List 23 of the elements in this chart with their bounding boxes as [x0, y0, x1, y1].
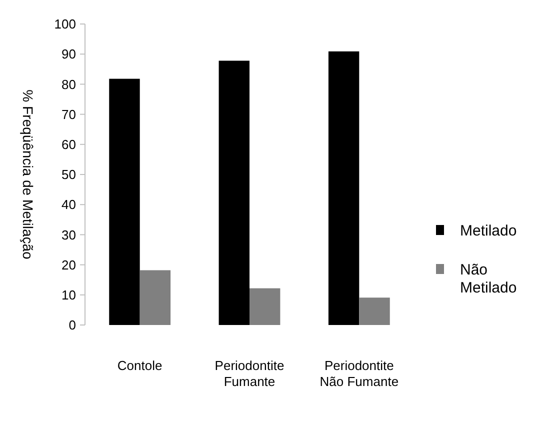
- y-tick-label: 40: [62, 197, 76, 212]
- legend-label: Não Metilado: [460, 261, 517, 296]
- bar: [218, 60, 250, 325]
- x-tick-label: Contole: [117, 358, 162, 373]
- bar: [250, 288, 280, 325]
- bar: [359, 298, 390, 325]
- y-tick-label: 20: [62, 257, 76, 272]
- y-tick-label: 60: [62, 136, 76, 152]
- y-tick-label: 10: [62, 287, 76, 302]
- y-tick-label: 80: [62, 76, 76, 92]
- legend-label: Metilado: [460, 222, 517, 240]
- x-tick-label: Periodontite Fumante: [214, 358, 284, 389]
- y-axis-title: % Freqüência de Metilação: [20, 90, 36, 260]
- y-tick-label: 100: [54, 16, 76, 32]
- x-tick-label: Periodontite Não Fumante: [320, 358, 399, 389]
- y-tick-label: 90: [62, 46, 76, 62]
- bar: [109, 78, 140, 325]
- y-tick-label: 0: [68, 318, 76, 333]
- bar: [140, 270, 171, 325]
- y-tick-label: 30: [62, 227, 76, 242]
- y-tick-label: 50: [62, 167, 76, 182]
- bar: [328, 51, 360, 325]
- y-tick-label: 70: [62, 106, 76, 122]
